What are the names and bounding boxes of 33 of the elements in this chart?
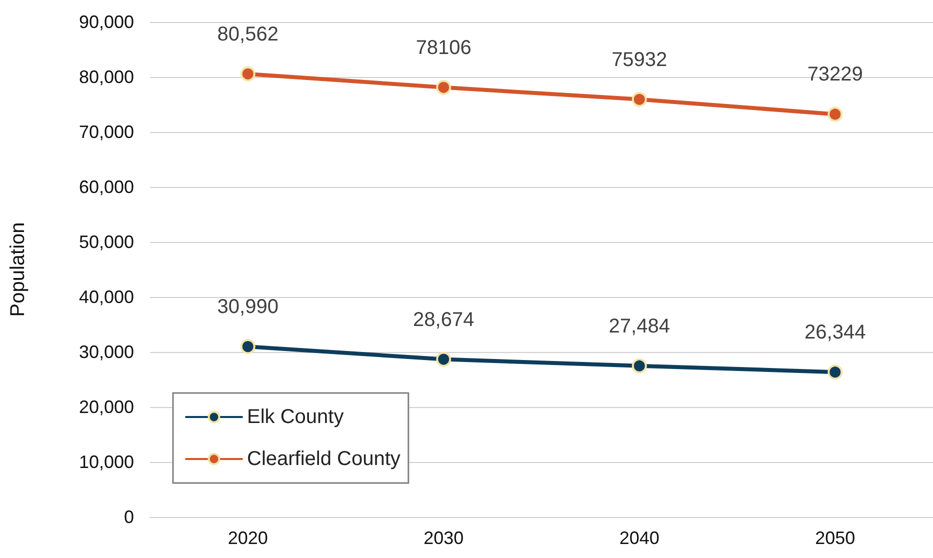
data-label: 73229 [807, 64, 863, 86]
point [436, 80, 452, 95]
point [632, 358, 647, 374]
x-tick-label: 2030 [424, 528, 464, 548]
y-tick-label: 10,000 [78, 452, 134, 472]
data-label: 78106 [416, 36, 472, 59]
data-label: 30,990 [217, 296, 278, 318]
y-tick-label: 40,000 [78, 287, 134, 307]
x-tick-label: 2040 [619, 528, 660, 548]
y-tick-label: 20,000 [78, 397, 134, 417]
y-axis-title: Population [7, 222, 29, 317]
y-tick-label: 50,000 [78, 232, 134, 252]
point [240, 66, 256, 82]
point [828, 364, 843, 380]
data-label: 27,484 [608, 315, 670, 338]
y-tick-label: 80,000 [78, 67, 134, 87]
legend-label: Clearfield County [247, 448, 400, 470]
data-label: 75932 [612, 48, 668, 71]
data-label: 28,674 [413, 308, 474, 331]
point [240, 339, 256, 354]
y-tick-label: 30,000 [78, 342, 134, 362]
x-tick-label: 2050 [815, 528, 856, 548]
point [828, 106, 843, 122]
data-label: 26,344 [804, 322, 866, 344]
data-label: 80,562 [217, 23, 278, 46]
y-tick-label: 0 [124, 507, 134, 527]
x-tick-label: 2020 [228, 528, 268, 548]
point [632, 92, 647, 107]
y-tick-label: 60,000 [78, 177, 134, 197]
y-tick-label: 70,000 [78, 122, 134, 142]
y-tick-label: 90,000 [78, 12, 134, 32]
point [436, 352, 452, 367]
legend-label: Elk County [247, 406, 344, 428]
